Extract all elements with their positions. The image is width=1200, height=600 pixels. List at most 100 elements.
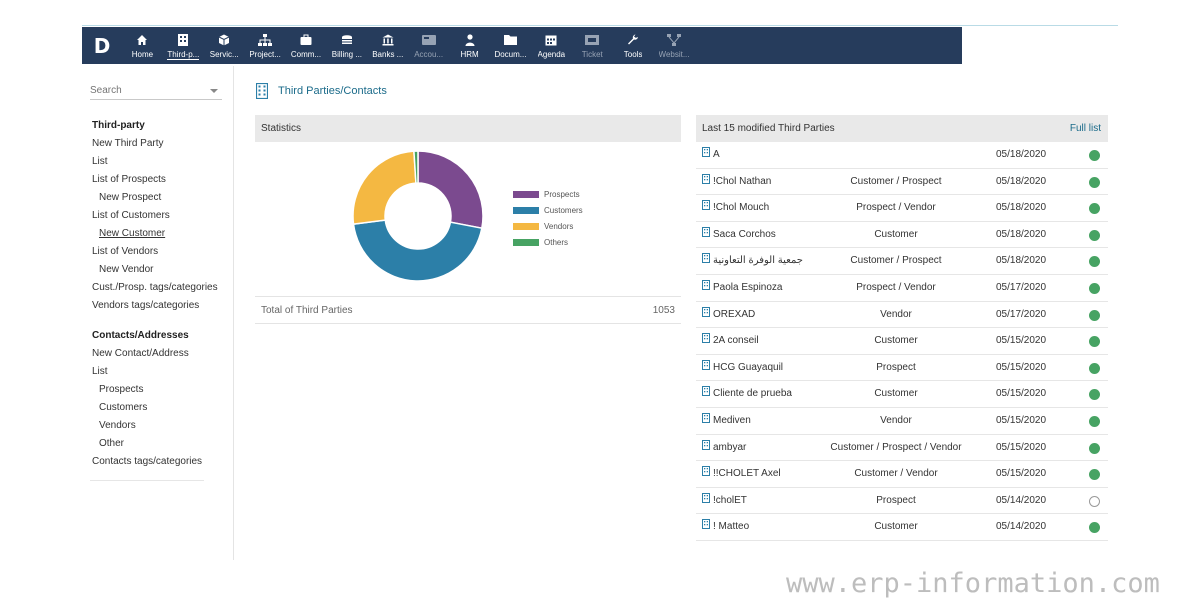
sidebar-item-label: Customers	[99, 402, 148, 413]
modified-date: 05/15/2020	[996, 361, 1047, 373]
status-indicator	[1089, 442, 1100, 454]
sidebar-item-9[interactable]: Cust./Prosp. tags/categories	[92, 279, 232, 297]
third-party-name-link[interactable]: ! Matteo	[713, 521, 750, 533]
third-party-name-link[interactable]: Cliente de prueba	[713, 388, 792, 400]
menu-item-5[interactable]: Billing ...	[326, 27, 367, 64]
app-logo[interactable]: D	[93, 33, 111, 58]
table-row: !!CHOLET Axel Customer / Vendor 05/15/2020	[696, 461, 1108, 488]
modified-date: 05/15/2020	[996, 335, 1047, 347]
sidebar-item-4[interactable]: New Prospect	[92, 189, 232, 207]
modified-date: 05/14/2020	[996, 521, 1047, 533]
sidebar-item-label: New Contact/Address	[92, 348, 189, 359]
statistics-title: Statistics	[261, 123, 302, 134]
sidebar-item-3[interactable]: List of Prospects	[92, 171, 232, 189]
building-icon[interactable]	[702, 381, 710, 407]
sidebar-item-8[interactable]: New Vendor	[92, 261, 232, 279]
building-icon[interactable]	[702, 222, 710, 248]
sidebar-item-6[interactable]: New Customer	[92, 225, 232, 243]
building-icon[interactable]	[702, 408, 710, 434]
menu-item-12[interactable]: Tools	[613, 27, 654, 64]
chevron-down-icon[interactable]	[210, 88, 218, 93]
third-party-name-link[interactable]: ambyar	[713, 441, 747, 453]
donut-slice-customers[interactable]	[353, 219, 483, 282]
third-party-name-link[interactable]: !Chol Nathan	[713, 175, 772, 187]
menu-item-6[interactable]: Banks ...	[367, 27, 408, 64]
menu-item-7[interactable]: Accou...	[408, 27, 449, 64]
sidebar-item-18[interactable]: Contacts tags/categories	[92, 453, 232, 471]
menu-item-8[interactable]: HRM	[449, 27, 490, 64]
cube-icon	[218, 32, 230, 47]
menu-item-10[interactable]: Agenda	[531, 27, 572, 64]
building-icon[interactable]	[702, 248, 710, 274]
status-indicator	[1089, 495, 1100, 507]
third-party-type: Customer	[874, 521, 918, 533]
sidebar-item-13[interactable]: List	[92, 363, 232, 381]
third-party-name-link[interactable]: Paola Espinoza	[713, 281, 783, 293]
third-party-name-link[interactable]: HCG Guayaquil	[713, 361, 784, 373]
sidebar-item-12[interactable]: New Contact/Address	[92, 345, 232, 363]
building-icon[interactable]	[702, 195, 710, 221]
third-parties-donut-chart	[353, 150, 483, 282]
search-input[interactable]	[90, 85, 200, 96]
status-indicator	[1089, 336, 1100, 348]
building-icon[interactable]	[702, 435, 710, 461]
legend-label: Vendors	[544, 221, 574, 231]
legend-item-vendors: Vendors	[513, 218, 583, 234]
third-party-name-link[interactable]: OREXAD	[713, 308, 756, 320]
status-indicator	[1089, 522, 1100, 534]
sidebar-item-10[interactable]: Vendors tags/categories	[92, 297, 232, 315]
sidebar-item-15[interactable]: Customers	[92, 399, 232, 417]
modified-date: 05/17/2020	[996, 281, 1047, 293]
total-label: Total of Third Parties	[261, 304, 353, 316]
third-party-name-link[interactable]: A	[713, 149, 720, 160]
menu-item-13[interactable]: Websit...	[654, 27, 695, 64]
menu-item-3[interactable]: Project...	[245, 27, 286, 64]
left-sidebar: Third-party New Third Party List List of Pr…	[82, 66, 234, 560]
sidebar-item-1[interactable]: New Third Party	[92, 135, 232, 153]
donut-slice-others[interactable]	[413, 150, 419, 184]
search-box[interactable]	[90, 82, 222, 100]
menu-item-0[interactable]: Home	[122, 27, 163, 64]
third-party-name-link[interactable]: !Chol Mouch	[713, 202, 770, 214]
menu-item-4[interactable]: Comm...	[286, 27, 327, 64]
third-party-name-link[interactable]: Saca Corchos	[713, 228, 776, 240]
sidebar-item-17[interactable]: Other	[92, 435, 232, 453]
sidebar-item-14[interactable]: Prospects	[92, 381, 232, 399]
sidebar-item-16[interactable]: Vendors	[92, 417, 232, 435]
menu-item-9[interactable]: Docum...	[490, 27, 531, 64]
calculator-icon	[421, 32, 436, 47]
donut-slice-prospects[interactable]	[417, 150, 483, 230]
third-party-name-link[interactable]: 2A conseil	[713, 335, 759, 347]
menu-item-label: Banks ...	[372, 50, 404, 59]
third-party-name-link[interactable]: !!CHOLET Axel	[713, 468, 781, 480]
building-icon[interactable]	[702, 142, 710, 168]
menu-item-1[interactable]: Third-p...	[163, 27, 204, 64]
building-icon[interactable]	[702, 514, 710, 540]
sidebar-item-5[interactable]: List of Customers	[92, 207, 232, 225]
donut-slice-vendors[interactable]	[353, 150, 417, 225]
building-icon[interactable]	[702, 461, 710, 487]
building-icon[interactable]	[702, 169, 710, 195]
menu-item-label: Docum...	[494, 50, 527, 59]
chart-legend: Prospects Customers Vendors Others	[513, 186, 583, 250]
third-party-type: Prospect	[876, 494, 916, 506]
menu-item-2[interactable]: Servic...	[204, 27, 245, 64]
full-list-link[interactable]: Full list	[1069, 123, 1101, 134]
recent-list: A 05/18/2020 !Chol Nathan Customer / Prospe…	[696, 142, 1108, 541]
building-icon[interactable]	[702, 355, 710, 381]
building-icon[interactable]	[702, 275, 710, 301]
status-indicator	[1089, 415, 1100, 427]
third-party-name-link[interactable]: جمعية الوفرة التعاونية	[713, 255, 803, 267]
third-party-name-link[interactable]: Mediven	[713, 414, 751, 426]
sidebar-item-2[interactable]: List	[92, 153, 232, 171]
table-row: HCG Guayaquil Prospect 05/15/2020	[696, 355, 1108, 382]
building-icon[interactable]	[702, 328, 710, 354]
recent-header: Last 15 modified Third Parties Full list	[696, 115, 1108, 142]
page-heading: Third Parties/Contacts	[256, 82, 387, 100]
statistics-header: Statistics	[255, 115, 681, 142]
third-party-name-link[interactable]: !cholET	[713, 494, 747, 506]
building-icon[interactable]	[702, 302, 710, 328]
menu-item-11[interactable]: Ticket	[572, 27, 613, 64]
building-icon[interactable]	[702, 488, 710, 514]
sidebar-item-7[interactable]: List of Vendors	[92, 243, 232, 261]
